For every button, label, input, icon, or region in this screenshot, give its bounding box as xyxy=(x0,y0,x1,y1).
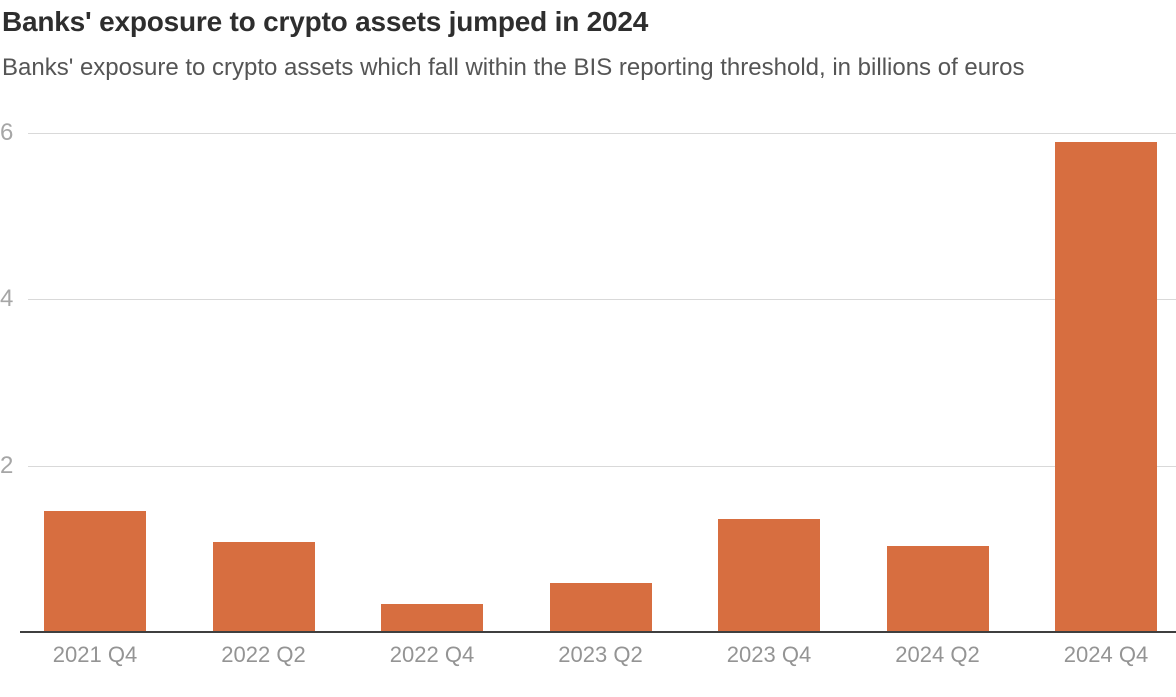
x-tick-label: 2024 Q2 xyxy=(895,642,980,667)
bar-2024-q4 xyxy=(1055,142,1157,632)
x-axis-labels: 2021 Q4 2022 Q2 2022 Q4 2023 Q2 2023 Q4 2024 … xyxy=(44,642,1157,668)
x-tick-label: 2024 Q4 xyxy=(1063,642,1149,667)
bars xyxy=(44,133,1157,632)
bar-2023-q2 xyxy=(549,582,652,632)
bar-2022-q2 xyxy=(212,542,315,632)
gridline: 4 xyxy=(0,287,1176,311)
x-tick-label: 2022 Q2 xyxy=(221,642,306,667)
chart-title: Banks' exposure to crypto assets jumped … xyxy=(2,6,649,37)
bar-2024-q2 xyxy=(886,545,989,632)
bar-2022-q4 xyxy=(381,603,483,632)
y-tick-label: 2 xyxy=(0,451,14,479)
bar-2023-q4 xyxy=(718,518,820,632)
x-tick-label: 2021 Q4 xyxy=(52,642,138,667)
x-tick-label: 2023 Q4 xyxy=(726,642,812,667)
y-tick-label: 4 xyxy=(0,285,14,313)
plot-area: 2 4 6 xyxy=(0,121,1176,633)
gridline: 2 xyxy=(0,453,1176,477)
gridline: 6 xyxy=(0,121,1176,145)
x-tick-label: 2022 Q4 xyxy=(389,642,475,667)
x-axis-line xyxy=(20,631,1176,633)
y-tick-label: 6 xyxy=(0,119,14,147)
x-tick-label: 2023 Q2 xyxy=(558,642,643,667)
bar-2021-q4 xyxy=(44,511,146,632)
chart-subtitle: Banks' exposure to crypto assets which f… xyxy=(2,54,1025,81)
